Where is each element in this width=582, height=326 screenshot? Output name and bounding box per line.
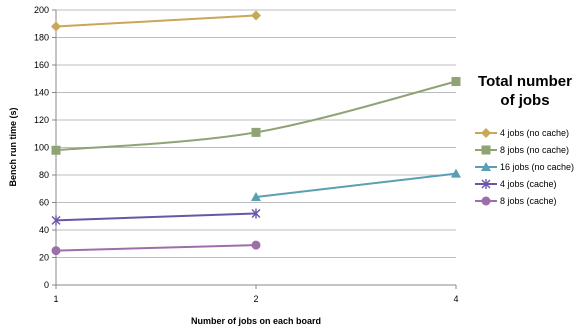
data-point xyxy=(51,145,61,155)
data-point xyxy=(251,208,261,219)
series-4 xyxy=(51,240,261,256)
y-tick-label: 140 xyxy=(34,88,49,98)
legend-title-line1: Total number xyxy=(478,73,572,90)
data-point xyxy=(251,10,261,21)
y-tick-label: 160 xyxy=(34,60,49,70)
y-axis-title: Bench run time (s) xyxy=(8,107,18,186)
y-tick-label: 200 xyxy=(34,5,49,15)
legend-item: 4 jobs (cache) xyxy=(475,179,557,189)
series-layer xyxy=(51,10,461,256)
x-tick-label: 4 xyxy=(453,294,458,304)
legend-item: 4 jobs (no cache) xyxy=(475,128,569,138)
y-tick-label: 40 xyxy=(39,225,49,235)
legend-item: 16 jobs (no cache) xyxy=(475,162,574,172)
legend-items: 4 jobs (no cache) 8 jobs (no cache) 16 job… xyxy=(475,128,574,206)
data-point xyxy=(251,240,261,250)
series-line xyxy=(55,80,457,152)
data-point xyxy=(451,168,461,178)
legend-swatch-marker xyxy=(481,145,491,155)
x-tick-label: 2 xyxy=(253,294,258,304)
series-line xyxy=(55,14,257,28)
legend-title-line2: of jobs xyxy=(500,92,549,109)
series-3 xyxy=(51,208,261,226)
x-tick-label: 1 xyxy=(53,294,58,304)
legend-label: 4 jobs (no cache) xyxy=(500,128,569,138)
legend-swatch-marker xyxy=(481,179,491,189)
series-0 xyxy=(51,10,261,32)
data-point xyxy=(251,192,261,201)
series-line xyxy=(255,172,457,198)
legend-swatch-marker xyxy=(481,196,491,206)
legend-item: 8 jobs (cache) xyxy=(475,196,557,206)
y-tick-label: 0 xyxy=(44,280,49,290)
y-tick-label: 120 xyxy=(34,115,49,125)
data-point xyxy=(51,246,61,256)
legend-label: 8 jobs (cache) xyxy=(500,196,557,206)
legend-swatch-marker xyxy=(481,128,491,138)
legend-label: 4 jobs (cache) xyxy=(500,179,557,189)
data-point xyxy=(451,77,461,86)
y-tick-label: 100 xyxy=(34,143,49,153)
x-axis-title: Number of jobs on each board xyxy=(191,316,321,326)
gridlines xyxy=(56,9,456,258)
legend-item: 8 jobs (no cache) xyxy=(475,145,569,155)
data-point xyxy=(251,127,261,137)
series-1 xyxy=(51,77,461,155)
y-tick-label: 80 xyxy=(39,170,49,180)
tick-labels: 0 20 40 60 80 100 120 140 160 180 200 1 2 4 xyxy=(34,5,459,304)
legend-label: 16 jobs (no cache) xyxy=(500,162,574,172)
y-tick-label: 20 xyxy=(39,253,49,263)
series-2 xyxy=(251,168,461,201)
data-point xyxy=(51,215,61,226)
y-tick-label: 60 xyxy=(39,198,49,208)
legend-swatch-marker xyxy=(481,162,491,171)
legend: Total number of jobs 4 jobs (no cache) 8 … xyxy=(475,73,574,206)
legend-label: 8 jobs (no cache) xyxy=(500,145,569,155)
series-line xyxy=(55,212,257,222)
data-point xyxy=(51,21,61,32)
y-tick-label: 180 xyxy=(34,33,49,43)
series-line xyxy=(55,244,257,252)
